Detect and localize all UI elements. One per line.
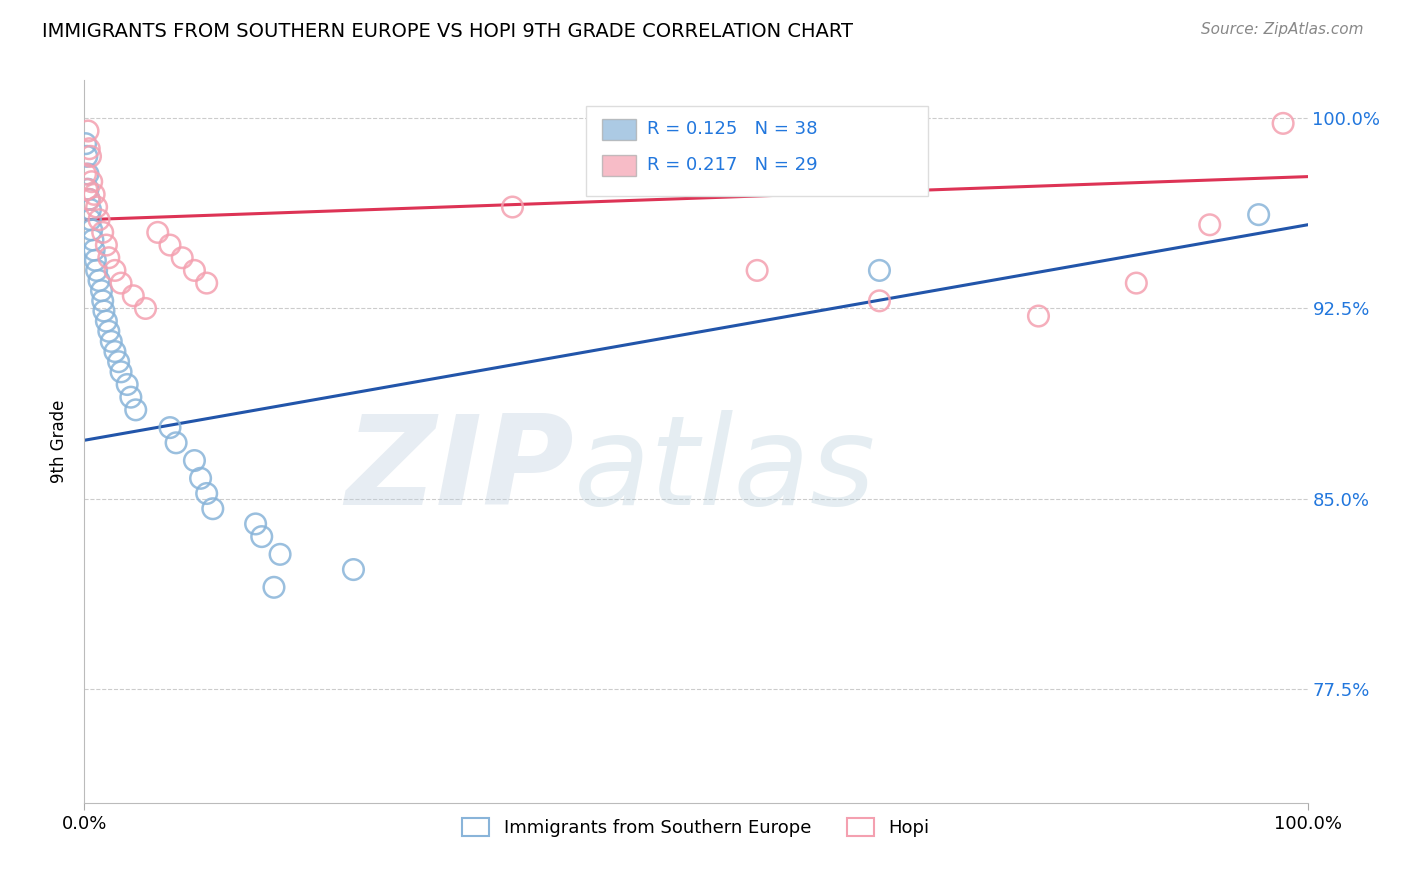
Point [76,182,98,196]
Point [342,563,364,577]
Point [263,580,285,594]
Point [90,284,112,298]
Point [146,226,169,240]
Point [79,202,101,217]
Point [110,365,132,379]
Point [120,390,142,404]
Point [869,263,891,277]
Point [97,251,120,265]
Text: ZIP: ZIP [344,410,574,531]
Point [502,200,524,214]
Point [75,167,97,181]
Legend: Immigrants from Southern Europe, Hopi: Immigrants from Southern Europe, Hopi [456,811,936,845]
Point [79,149,101,163]
Point [83,243,105,257]
Point [172,251,194,265]
Point [269,547,291,561]
Point [93,304,115,318]
Text: Source: ZipAtlas.com: Source: ZipAtlas.com [1201,22,1364,37]
Point [77,193,100,207]
Point [96,238,118,252]
Point [195,486,218,500]
Point [135,301,157,316]
Point [104,344,127,359]
Point [87,274,110,288]
Point [82,233,104,247]
Point [87,212,110,227]
Point [1198,218,1220,232]
Point [165,435,187,450]
Point [83,187,105,202]
Y-axis label: 9th Grade: 9th Grade [51,400,69,483]
Point [183,263,205,277]
Text: IMMIGRANTS FROM SOUTHERN EUROPE VS HOPI 9TH GRADE CORRELATION CHART: IMMIGRANTS FROM SOUTHERN EUROPE VS HOPI … [42,22,853,41]
Point [77,182,100,196]
Point [79,212,101,227]
Point [122,289,145,303]
Point [245,516,267,531]
Point [869,293,891,308]
Point [104,263,127,277]
Point [1272,116,1295,130]
Point [195,276,218,290]
FancyBboxPatch shape [586,105,928,196]
Point [91,226,114,240]
Point [77,193,100,207]
Point [1125,276,1147,290]
Point [201,501,224,516]
Point [77,124,100,138]
Point [80,223,103,237]
Point [115,377,138,392]
Point [84,253,107,268]
Text: atlas: atlas [574,410,876,531]
Point [76,149,98,163]
Point [80,175,103,189]
Point [107,354,129,368]
Point [75,136,97,151]
Point [747,263,769,277]
Point [190,471,212,485]
Point [77,167,100,181]
Point [100,334,122,349]
FancyBboxPatch shape [602,120,636,139]
Point [110,276,132,290]
Point [77,142,100,156]
Point [96,314,118,328]
Point [159,420,181,434]
Text: R = 0.217   N = 29: R = 0.217 N = 29 [647,156,818,174]
Point [86,263,108,277]
Text: R = 0.125   N = 38: R = 0.125 N = 38 [647,120,817,138]
Point [86,200,108,214]
FancyBboxPatch shape [602,155,636,176]
Point [97,324,120,338]
Point [250,530,273,544]
Point [125,402,148,417]
Point [1247,208,1270,222]
Point [183,453,205,467]
Point [91,293,114,308]
Point [1028,309,1050,323]
Point [159,238,181,252]
